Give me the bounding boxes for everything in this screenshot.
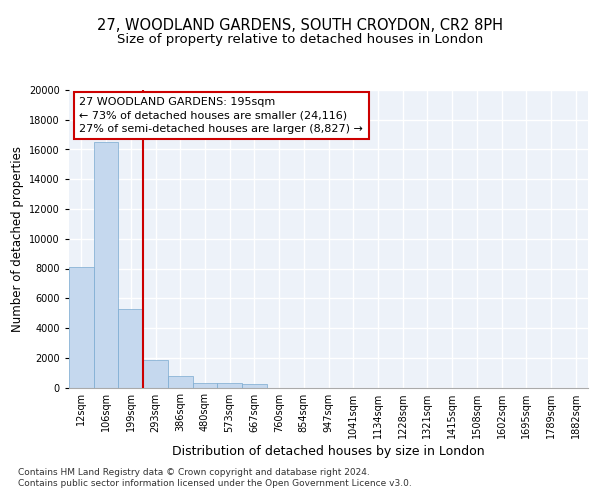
Bar [217,384,242,388]
X-axis label: Distribution of detached houses by size in London: Distribution of detached houses by size … [172,445,485,458]
Text: Contains HM Land Registry data © Crown copyright and database right 2024.
Contai: Contains HM Land Registry data © Crown c… [18,468,412,487]
Bar [242,384,267,388]
Y-axis label: Number of detached properties: Number of detached properties [11,146,23,332]
Bar [118,308,143,388]
Bar [69,267,94,388]
Bar [94,142,118,388]
Text: 27, WOODLAND GARDENS, SOUTH CROYDON, CR2 8PH: 27, WOODLAND GARDENS, SOUTH CROYDON, CR2… [97,18,503,32]
Text: Size of property relative to detached houses in London: Size of property relative to detached ho… [117,32,483,46]
Bar [168,376,193,388]
Bar [143,360,168,388]
Text: 27 WOODLAND GARDENS: 195sqm
← 73% of detached houses are smaller (24,116)
27% of: 27 WOODLAND GARDENS: 195sqm ← 73% of det… [79,98,363,134]
Bar [193,382,217,388]
